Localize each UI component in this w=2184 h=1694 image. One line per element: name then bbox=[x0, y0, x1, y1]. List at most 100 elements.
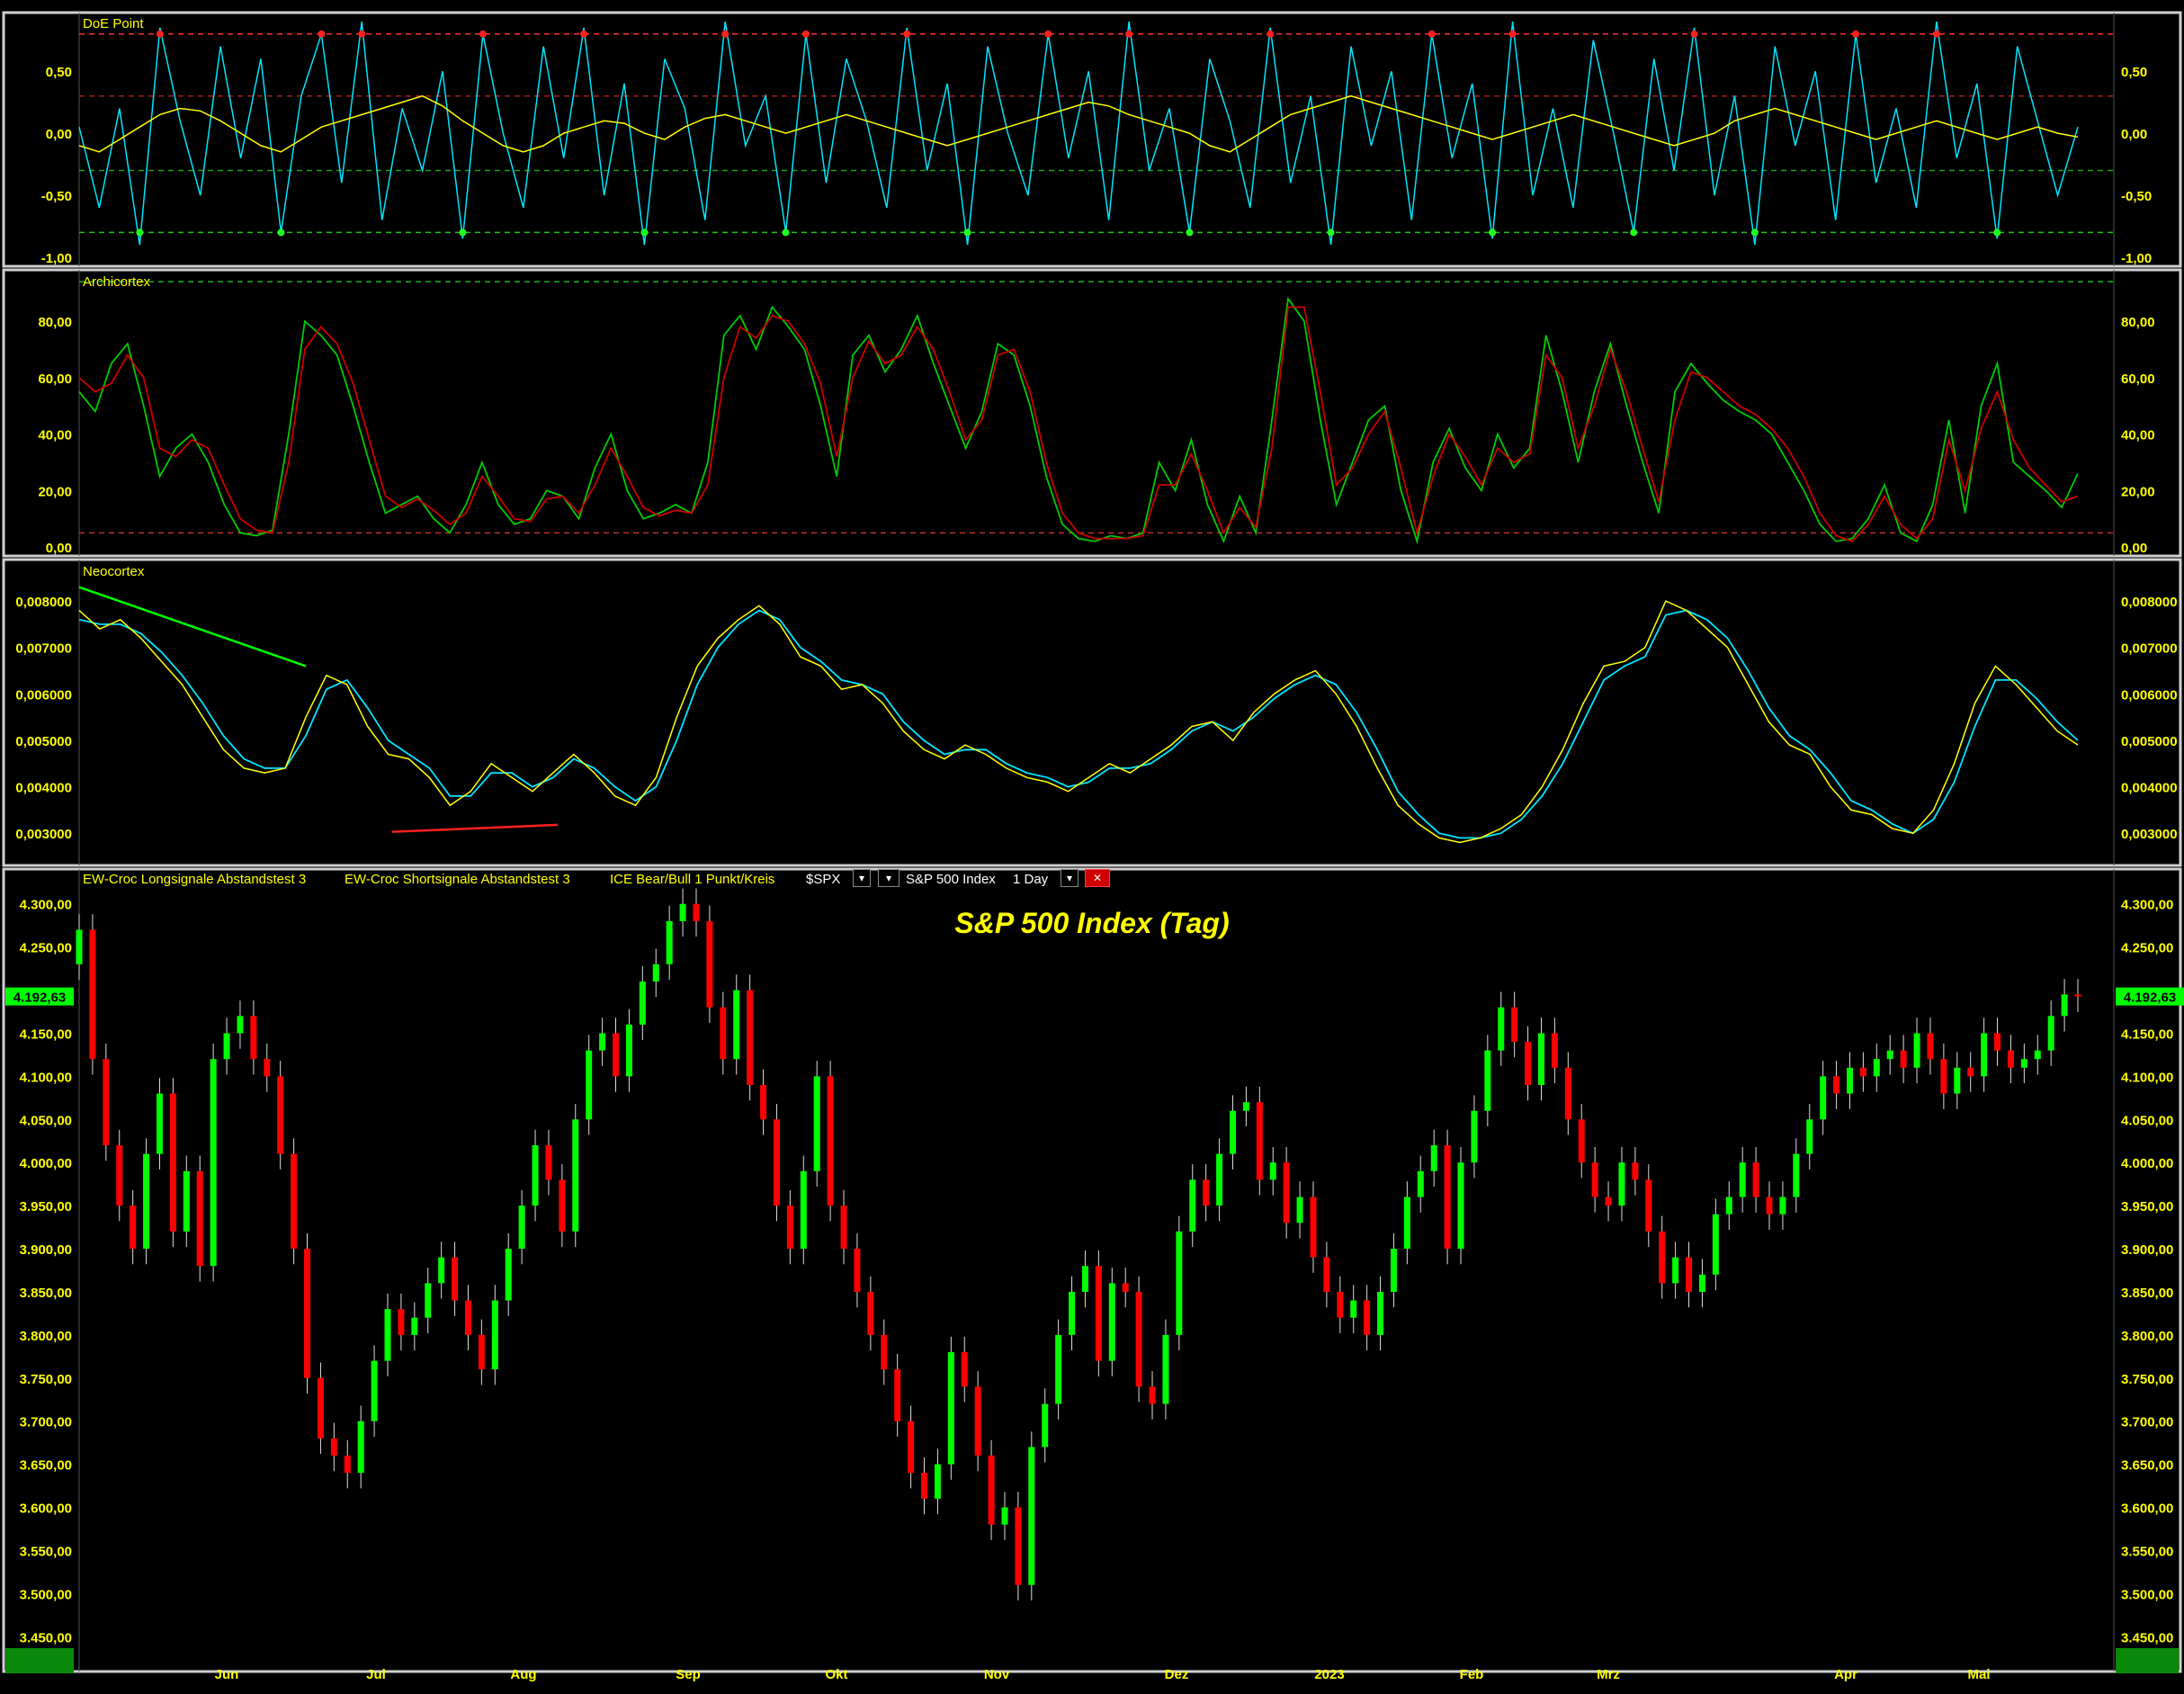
price-candle-body bbox=[1350, 1300, 1357, 1318]
last-price-badge-right bbox=[2116, 987, 2184, 1006]
doe-slow-series-line bbox=[78, 94, 2079, 153]
price-candle-body bbox=[1525, 1042, 1532, 1085]
price-candle-body bbox=[921, 1473, 928, 1499]
price-chart-title: S&P 500 Index (Tag) bbox=[954, 907, 1230, 939]
neo-tick-label-right: 0,004000 bbox=[2121, 781, 2178, 796]
neo-panel-border bbox=[2, 558, 2182, 867]
price-candle-body bbox=[1886, 1050, 1893, 1060]
price-candle-body bbox=[264, 1059, 271, 1077]
price-candle-body bbox=[1162, 1334, 1169, 1404]
neocortex-dotted-series-line bbox=[78, 600, 2079, 844]
close-symbol-button[interactable]: ✕ bbox=[1085, 869, 1110, 887]
price-tick-label-right: 3.550,00 bbox=[2121, 1544, 2173, 1559]
price-candle-body bbox=[1457, 1162, 1464, 1250]
price-candle-body bbox=[1216, 1153, 1223, 1206]
instrument-type-dropdown[interactable]: ▾ bbox=[878, 869, 900, 887]
price-candle-body bbox=[1390, 1249, 1397, 1292]
price-tick-label-left: 3.600,00 bbox=[20, 1501, 72, 1517]
price-candle-body bbox=[1632, 1162, 1639, 1180]
price-candle-body bbox=[344, 1456, 351, 1474]
doe-oversold-marker bbox=[1489, 229, 1497, 237]
price-candle-body bbox=[1578, 1119, 1585, 1163]
price-candle-body bbox=[1725, 1197, 1732, 1214]
doe-oversold-marker bbox=[963, 229, 971, 237]
price-candle-body bbox=[1564, 1067, 1571, 1120]
doe-overbought-marker bbox=[479, 30, 487, 38]
price-candle-body bbox=[1927, 1033, 1934, 1060]
price-candle-body bbox=[371, 1360, 378, 1421]
price-candle-body bbox=[1095, 1266, 1102, 1361]
close-icon: ✕ bbox=[1092, 872, 1103, 884]
price-candle-body bbox=[196, 1170, 203, 1267]
price-candle-body bbox=[250, 1016, 257, 1060]
price-candle-body bbox=[1551, 1033, 1558, 1068]
doe-overbought-marker bbox=[903, 30, 911, 38]
doe-overbought-marker bbox=[1852, 30, 1860, 38]
price-candle-body bbox=[813, 1076, 820, 1171]
doe-tick-label-right: 0,00 bbox=[2121, 127, 2147, 142]
doe-oversold-marker bbox=[1186, 229, 1194, 237]
last-price-text-left: 4.192,63 bbox=[13, 990, 66, 1006]
doe-fast-series-line bbox=[78, 21, 2079, 246]
plot-layer bbox=[78, 21, 2079, 844]
price-candle-body bbox=[438, 1257, 445, 1284]
doe-oversold-marker bbox=[277, 229, 285, 237]
archicortex-panel-title: Archicortex bbox=[83, 274, 151, 290]
doe-oversold-marker bbox=[1993, 229, 2001, 237]
price-candle-body bbox=[1618, 1162, 1625, 1206]
symbol-dropdown-button[interactable]: ▾ bbox=[853, 869, 871, 887]
price-candle-body bbox=[518, 1206, 525, 1250]
price-candle-body bbox=[572, 1119, 579, 1232]
price-candle-body bbox=[1511, 1007, 1518, 1043]
price-candle-body bbox=[559, 1179, 566, 1232]
price-candle-body bbox=[2061, 994, 2068, 1017]
price-tick-label-right: 4.000,00 bbox=[2121, 1156, 2173, 1171]
price-candle-body bbox=[1242, 1102, 1249, 1111]
price-candle-body bbox=[2007, 1050, 2014, 1068]
archicortex-fast-series-line bbox=[78, 296, 2079, 545]
symbol-label[interactable]: $SPX bbox=[806, 872, 841, 887]
price-candle-body bbox=[613, 1033, 620, 1077]
price-candle-body bbox=[76, 929, 83, 964]
archicortex-slow-series-line bbox=[78, 306, 2079, 542]
instrument-icon: ▾ bbox=[885, 872, 892, 884]
price-candle-body bbox=[532, 1145, 539, 1206]
price-candle-body bbox=[1846, 1067, 1853, 1094]
x-axis-month-label: Aug bbox=[510, 1667, 536, 1682]
price-candle-body bbox=[1591, 1162, 1598, 1197]
panel-frames bbox=[2, 11, 2182, 1673]
doe-tick-label-left: 0,50 bbox=[46, 65, 72, 80]
doe-oversold-marker bbox=[1750, 229, 1759, 237]
doe-oversold-marker bbox=[782, 229, 790, 237]
arch-tick-label-left: 20,00 bbox=[38, 484, 72, 499]
price-candle-body bbox=[1537, 1033, 1544, 1085]
doe-overbought-marker bbox=[1508, 30, 1517, 38]
price-tick-label-left: 3.800,00 bbox=[20, 1329, 72, 1344]
price-candle-body bbox=[1981, 1033, 1988, 1077]
arch-panel-border bbox=[2, 268, 2182, 558]
neo-tick-label-left: 0,003000 bbox=[15, 827, 72, 842]
arch-tick-label-right: 0,00 bbox=[2121, 541, 2147, 556]
doe-oversold-marker bbox=[640, 229, 649, 237]
price-candle-body bbox=[2020, 1059, 2027, 1068]
last-price-badge-left bbox=[5, 987, 74, 1006]
price-candle-body bbox=[1967, 1067, 1974, 1077]
interval-dropdown-button[interactable]: ▾ bbox=[1061, 869, 1079, 887]
price-candle-body bbox=[1471, 1110, 1478, 1163]
price-tick-label-right: 3.450,00 bbox=[2121, 1630, 2173, 1645]
price-candle-body bbox=[974, 1386, 981, 1456]
price-candle-body bbox=[867, 1291, 874, 1335]
x-axis-month-label: Feb bbox=[1460, 1667, 1484, 1682]
interval-label[interactable]: 1 Day bbox=[1013, 872, 1049, 887]
doe-oversold-marker bbox=[1630, 229, 1638, 237]
chevron-down-icon: ▾ bbox=[858, 872, 865, 884]
x-axis-month-label: Jul bbox=[366, 1667, 386, 1682]
price-candle-body bbox=[1779, 1197, 1786, 1214]
price-candle-body bbox=[666, 920, 673, 964]
doe-overbought-marker bbox=[1932, 30, 1940, 38]
price-candle-body bbox=[1859, 1067, 1866, 1077]
price-candle-body bbox=[1310, 1197, 1317, 1258]
neo-tick-label-right: 0,008000 bbox=[2121, 595, 2178, 610]
neo-tick-label-right: 0,003000 bbox=[2121, 827, 2178, 842]
price-candle-body bbox=[2034, 1050, 2041, 1060]
